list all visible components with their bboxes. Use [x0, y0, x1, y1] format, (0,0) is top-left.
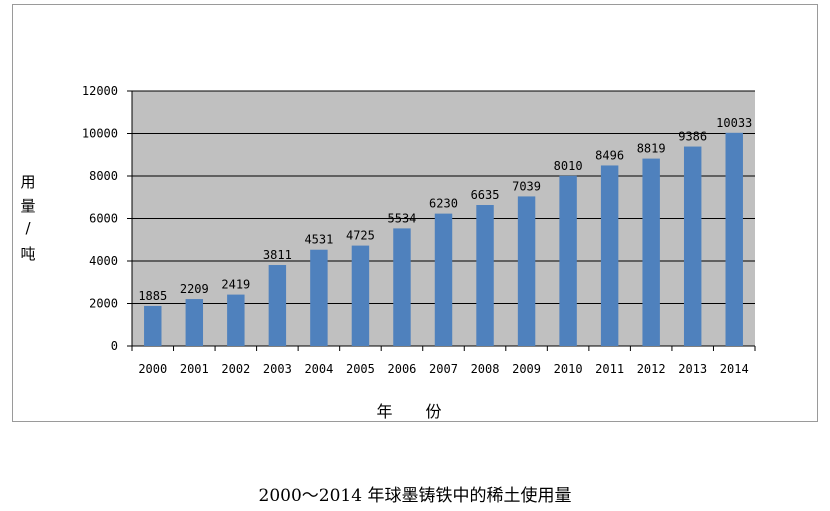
bar — [144, 305, 162, 346]
bar — [517, 196, 536, 346]
figure-caption: 2000～2014 年球墨铸铁中的稀土使用量 — [258, 486, 572, 506]
bar — [310, 249, 328, 346]
data-label: 4725 — [346, 229, 375, 243]
x-tick-label: 2008 — [471, 362, 500, 376]
data-label: 8819 — [637, 142, 666, 156]
bar — [351, 245, 370, 346]
x-tick-label: 2007 — [429, 362, 458, 376]
y-tick-label: 6000 — [89, 212, 118, 226]
x-tick-label: 2001 — [180, 362, 209, 376]
chart-frame: 0 2000 4000 6000 8000 10000 12000 1885 2000 2209 2… — [12, 4, 818, 422]
data-label: 5534 — [388, 211, 417, 225]
bar — [559, 175, 577, 346]
y-tick-label: 4000 — [89, 254, 118, 268]
x-tick-label: 2006 — [388, 362, 417, 376]
bar — [476, 205, 494, 346]
x-tick-label: 2014 — [720, 362, 749, 376]
bar — [642, 158, 660, 346]
bar — [600, 165, 619, 346]
data-label: 4531 — [304, 233, 333, 247]
data-label: 8010 — [554, 159, 583, 173]
x-tick-label: 2002 — [221, 362, 250, 376]
x-axis-label: 年 份 — [376, 402, 456, 421]
y-axis-label-char: 量 — [20, 197, 36, 215]
y-tick-label: 12000 — [82, 84, 118, 98]
y-tick-label: 10000 — [82, 127, 118, 141]
y-axis-label-char: 吨 — [20, 245, 36, 263]
y-tick-label: 8000 — [89, 169, 118, 183]
x-tick-label: 2011 — [595, 362, 624, 376]
data-label: 10033 — [716, 116, 752, 130]
data-label: 2419 — [221, 278, 250, 292]
x-tick-label: 2005 — [346, 362, 375, 376]
y-tick-label: 0 — [111, 339, 118, 353]
x-tick-label: 2003 — [263, 362, 292, 376]
y-axis-label-char: / — [25, 219, 31, 237]
data-label: 7039 — [512, 179, 541, 193]
bar — [725, 132, 743, 346]
bar-chart: 0 2000 4000 6000 8000 10000 12000 1885 2000 2209 2… — [82, 84, 756, 376]
y-tick-label: 2000 — [89, 297, 118, 311]
data-label: 8496 — [595, 148, 624, 162]
data-label: 6635 — [471, 188, 500, 202]
bar — [268, 265, 287, 346]
data-label: 9386 — [678, 130, 707, 144]
y-axis-label-char: 用 — [20, 173, 36, 191]
data-label: 6230 — [429, 197, 458, 211]
bar — [185, 299, 204, 346]
data-label: 1885 — [138, 289, 167, 303]
x-tick-label: 2000 — [138, 362, 167, 376]
bar — [434, 213, 453, 346]
x-tick-label: 2009 — [512, 362, 541, 376]
x-tick-label: 2004 — [304, 362, 333, 376]
x-tick-label: 2012 — [637, 362, 666, 376]
data-label: 3811 — [263, 248, 292, 262]
bar — [227, 294, 245, 346]
data-label: 2209 — [180, 282, 209, 296]
bar — [683, 146, 702, 346]
bar — [393, 228, 411, 346]
x-tick-label: 2013 — [678, 362, 707, 376]
x-tick-label: 2010 — [554, 362, 583, 376]
